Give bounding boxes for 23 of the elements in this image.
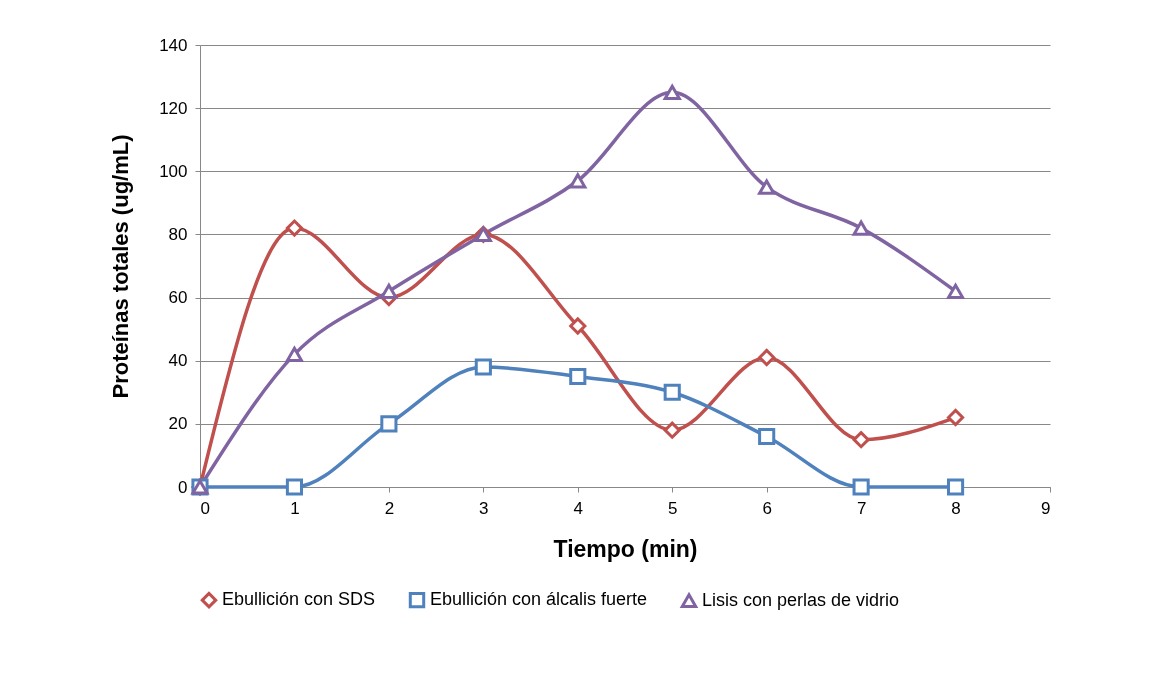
- x-tick-label: 2: [384, 498, 395, 518]
- x-tick-label: 0: [200, 498, 210, 518]
- legend-label: Lisis con perlas de vidrio: [702, 589, 900, 610]
- y-axis-title: Proteínas totales (ug/mL): [108, 134, 134, 399]
- x-tick-label: 7: [856, 498, 867, 518]
- x-tick-label: 3: [479, 498, 489, 518]
- x-tick-label: 1: [290, 498, 300, 518]
- y-tick-label: 20: [168, 414, 188, 434]
- y-tick-label: 80: [168, 224, 188, 244]
- legend-label: Ebullición con SDS: [222, 589, 376, 610]
- x-axis-title: Tiempo (min): [553, 535, 698, 562]
- y-tick-label: 100: [159, 161, 188, 181]
- y-tick-label: 40: [168, 351, 188, 371]
- y-tick-label: 120: [159, 98, 188, 118]
- y-tick-label: 0: [178, 477, 188, 497]
- x-tick-label: 5: [667, 498, 678, 518]
- x-tick-label: 8: [951, 498, 961, 518]
- y-tick-label: 60: [168, 288, 188, 308]
- x-tick-label: 6: [762, 498, 772, 518]
- y-tick-label: 140: [159, 35, 188, 55]
- x-tick-label: 9: [1041, 498, 1051, 518]
- x-tick-label: 4: [573, 498, 584, 518]
- legend-label: Ebullición con álcalis fuerte: [430, 589, 648, 610]
